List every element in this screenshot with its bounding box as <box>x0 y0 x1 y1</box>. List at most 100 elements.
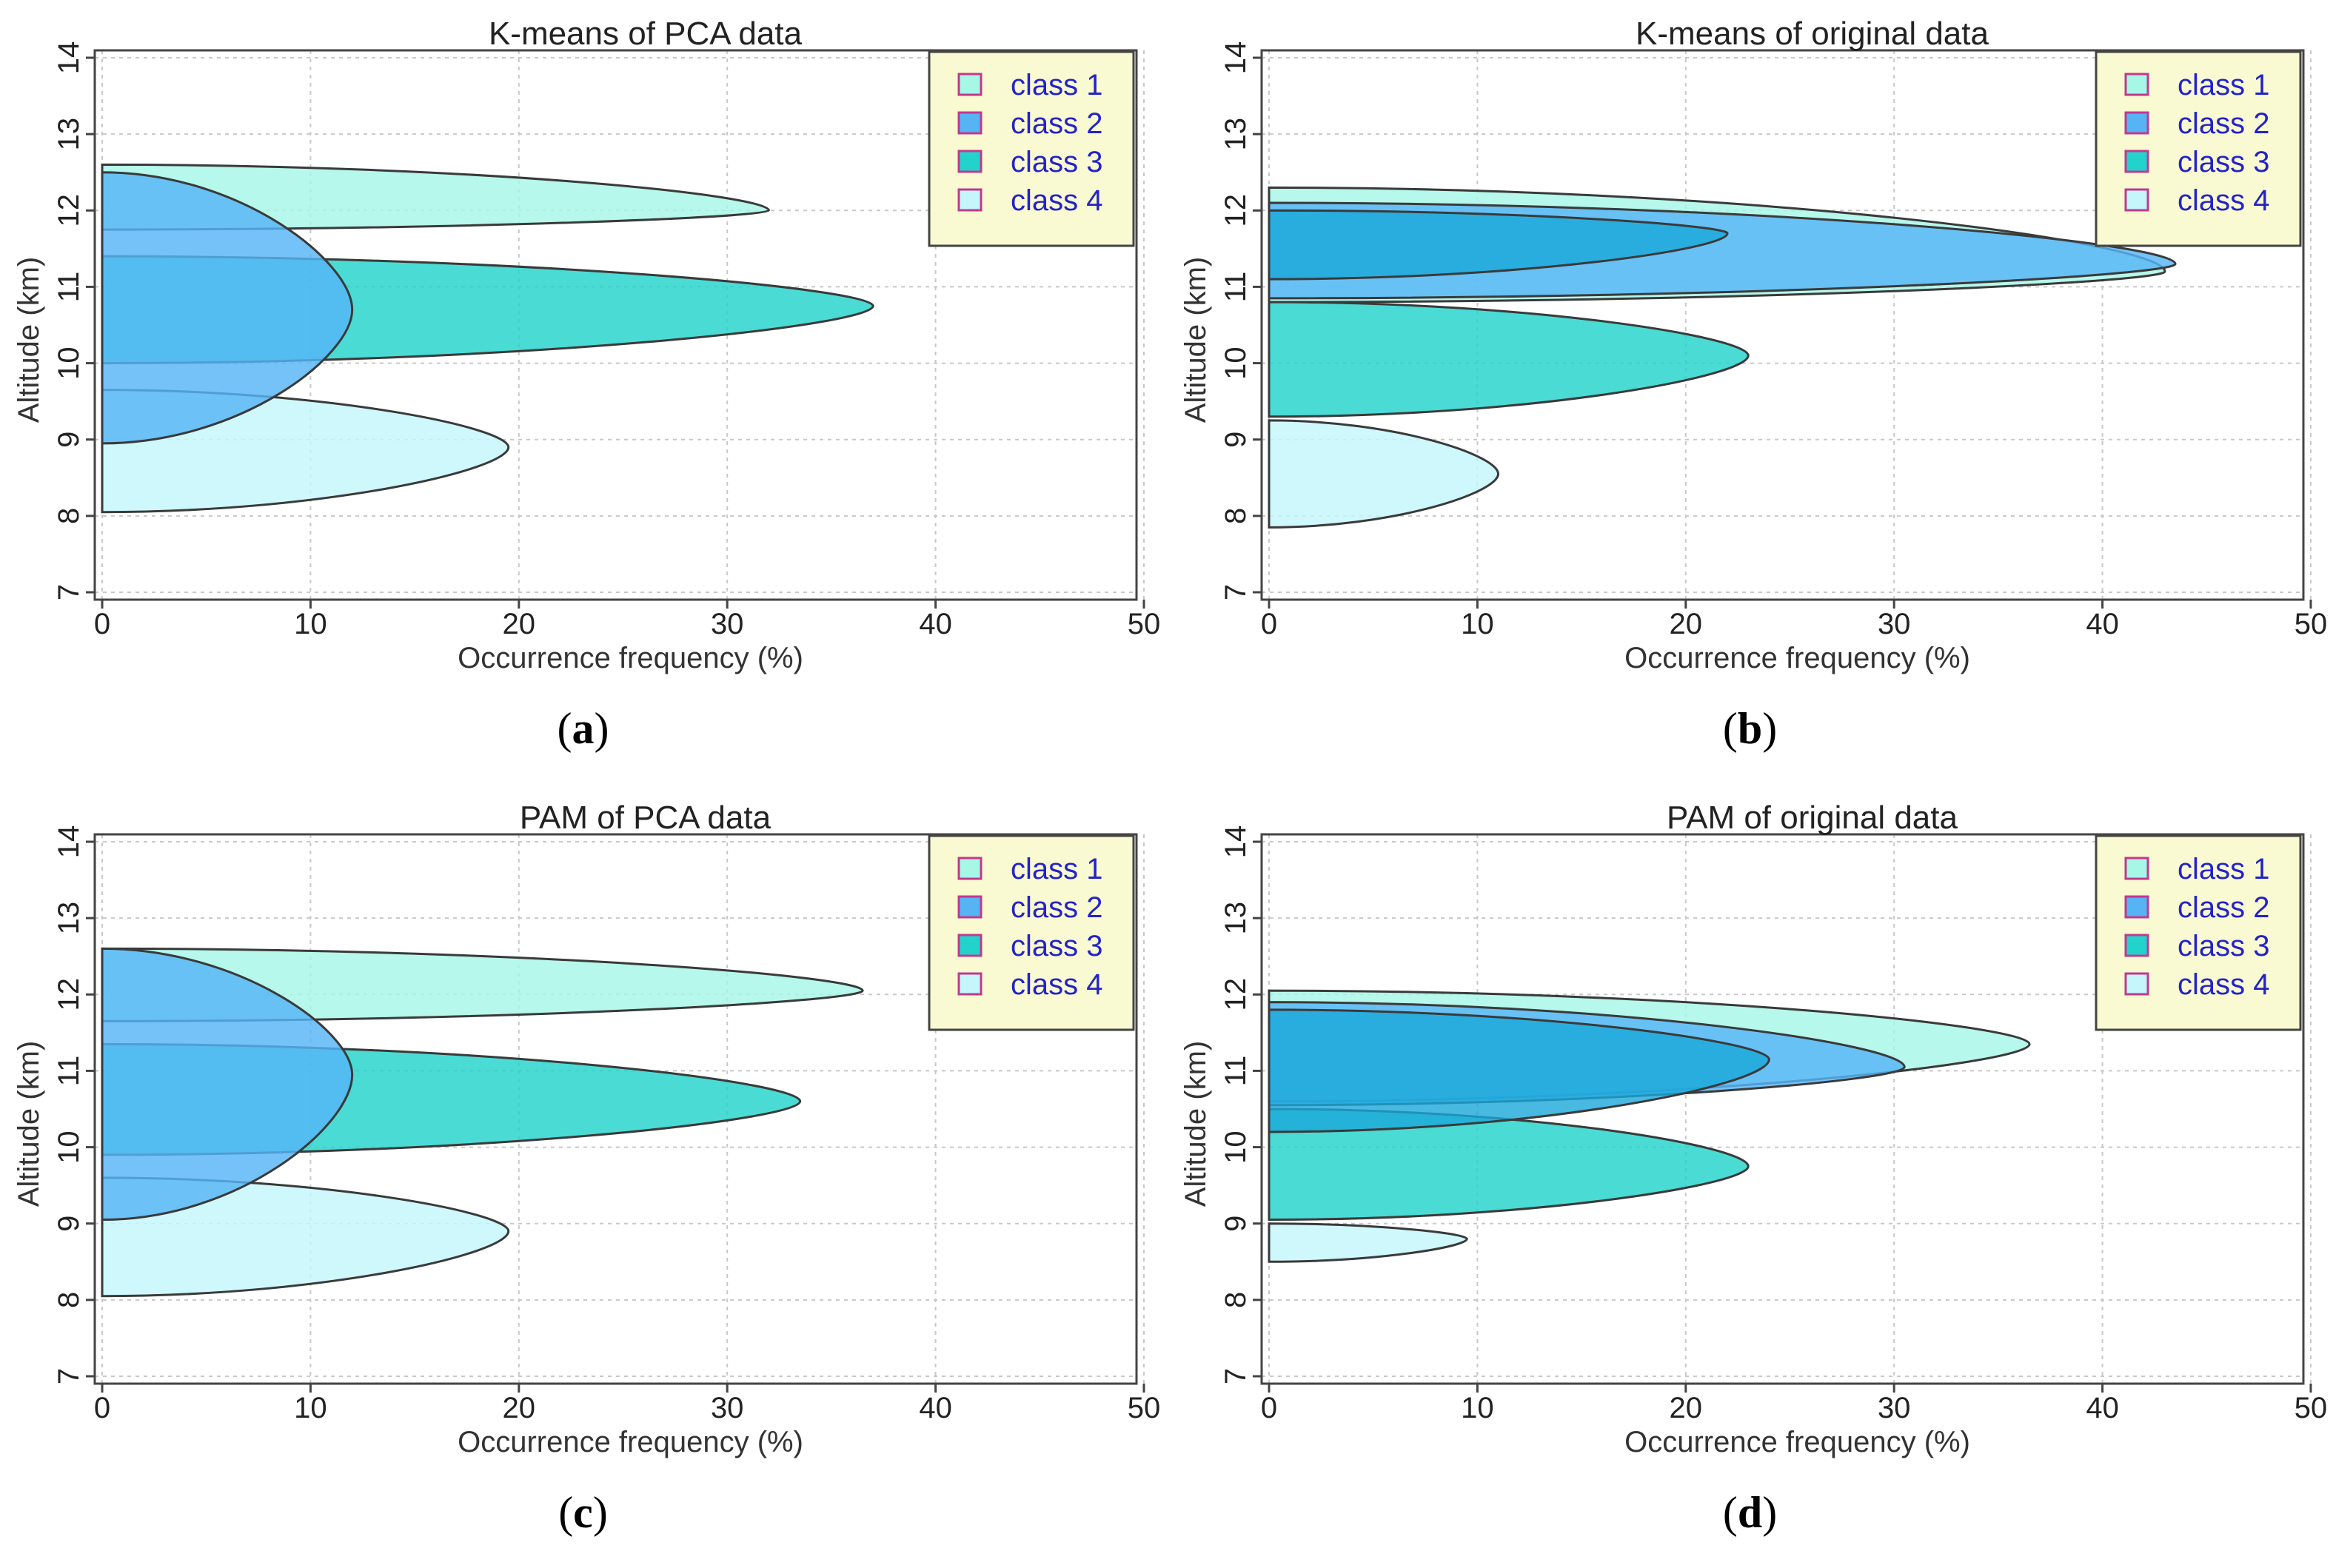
series-class-4-lobe <box>1268 1222 1468 1263</box>
series-class-2-lobe <box>101 947 354 1222</box>
y-axis-label: Altitude (km) <box>1179 1041 1212 1207</box>
legend-swatch-class-3 <box>2124 934 2149 957</box>
series-class-1-lobe <box>101 163 770 231</box>
y-tick-label: 7 <box>53 1368 85 1384</box>
y-tick-label: 14 <box>53 825 85 859</box>
x-tick-label: 50 <box>2294 608 2328 640</box>
x-tick-label: 20 <box>503 608 536 640</box>
legend-label-class-3: class 3 <box>1011 930 1103 962</box>
x-tick-label: 0 <box>1261 1392 1277 1424</box>
legend-swatch-class-2 <box>957 895 983 919</box>
legend-swatch-class-1 <box>2124 857 2149 880</box>
legend-swatch-class-4 <box>2124 188 2149 212</box>
legend-swatch-class-2 <box>2124 111 2149 135</box>
y-tick-label: 8 <box>1219 1292 1252 1308</box>
y-tick-label: 8 <box>1219 508 1252 524</box>
legend-swatch-class-3 <box>957 934 983 957</box>
legend-label-class-1: class 1 <box>1011 853 1103 885</box>
y-tick-label: 11 <box>1219 1056 1252 1087</box>
legend-label-class-3: class 3 <box>1011 146 1103 178</box>
legend-label-class-3: class 3 <box>2178 146 2270 178</box>
y-tick-label: 10 <box>1219 346 1252 379</box>
legend-label-class-4: class 4 <box>1011 184 1103 217</box>
x-tick-label: 30 <box>711 608 744 640</box>
y-axis-label: Altitude (km) <box>13 257 45 423</box>
x-tick-label: 30 <box>1878 608 1911 640</box>
legend: class 1 class 2 class 3 class 4 <box>928 50 1135 247</box>
x-tick-label: 50 <box>1128 608 1161 640</box>
x-tick-label: 40 <box>2086 608 2119 640</box>
chart-svg-d: 0 10 20 30 40 50 7 8 9 10 11 12 13 14 PAM of original … <box>1179 800 2327 1458</box>
panel-a: 0 10 20 30 40 50 7 8 9 10 11 12 13 14 K-means of PCA d… <box>0 0 1166 784</box>
legend-label-class-1: class 1 <box>2178 853 2270 885</box>
legend-label-class-1: class 1 <box>2178 69 2270 101</box>
legend-swatch-class-1 <box>957 73 983 96</box>
x-tick-label: 20 <box>1670 1392 1703 1424</box>
x-tick-label: 30 <box>1878 1392 1911 1424</box>
legend-swatch-class-4 <box>957 972 983 996</box>
panel-caption-d: (d) <box>1722 1488 1778 1537</box>
series-group <box>101 947 864 1298</box>
legend-label-class-1: class 1 <box>1011 69 1103 101</box>
legend-label-class-2: class 2 <box>2178 107 2270 140</box>
y-tick-label: 14 <box>1219 825 1252 859</box>
series-overlay-lobe <box>1268 209 1729 281</box>
y-tick-label: 9 <box>53 1216 85 1232</box>
series-class-4-lobe <box>101 1176 510 1298</box>
legend-swatch-class-4 <box>957 188 983 212</box>
y-tick-label: 10 <box>1219 1130 1252 1164</box>
panel-b: 0 10 20 30 40 50 7 8 9 10 11 12 13 14 K-means of origi… <box>1167 0 2333 784</box>
legend-swatch-class-4 <box>2124 972 2149 996</box>
y-tick-label: 8 <box>53 1292 85 1308</box>
y-tick-label: 10 <box>53 346 85 379</box>
y-tick-label: 9 <box>1219 1216 1252 1232</box>
x-axis-label: Occurrence frequency (%) <box>1624 642 1970 674</box>
legend-label-class-2: class 2 <box>2178 891 2270 924</box>
plot-frame <box>1260 49 2305 601</box>
x-tick-label: 0 <box>1261 608 1277 640</box>
chart-svg-b: 0 10 20 30 40 50 7 8 9 10 11 12 13 14 K-means of origi… <box>1179 16 2328 674</box>
y-tick-label: 11 <box>53 272 85 303</box>
legend: class 1 class 2 class 3 class 4 <box>2095 834 2302 1031</box>
series-class-4-lobe <box>1268 419 1500 529</box>
y-tick-label: 13 <box>1219 118 1252 151</box>
x-tick-label: 10 <box>1461 608 1494 640</box>
series-overlay-lobe <box>1268 1008 1770 1133</box>
y-tick-label: 11 <box>1219 272 1252 303</box>
panel-caption-c: (c) <box>558 1488 608 1537</box>
legend-swatch-class-1 <box>957 857 983 880</box>
panel-c: 0 10 20 30 40 50 7 8 9 10 11 12 13 14 PAM of PCA data O… <box>0 784 1166 1568</box>
x-tick-label: 40 <box>2086 1392 2119 1424</box>
x-tick-label: 10 <box>294 608 327 640</box>
legend-label-class-4: class 4 <box>2178 184 2270 217</box>
y-tick-label: 11 <box>53 1056 85 1087</box>
y-tick-label: 12 <box>1219 194 1252 227</box>
legend-swatch-class-3 <box>2124 150 2149 173</box>
x-tick-label: 30 <box>711 1392 744 1424</box>
y-tick-label: 12 <box>53 194 85 227</box>
legend-swatch-class-2 <box>957 111 983 135</box>
y-tick-label: 9 <box>53 432 85 448</box>
panel-d: 0 10 20 30 40 50 7 8 9 10 11 12 13 14 PAM of original … <box>1167 784 2333 1568</box>
legend-label-class-4: class 4 <box>2178 968 2270 1001</box>
y-tick-label: 7 <box>53 584 85 600</box>
y-tick-label: 13 <box>53 118 85 151</box>
x-tick-label: 20 <box>503 1392 536 1424</box>
legend: class 1 class 2 class 3 class 4 <box>2095 50 2302 247</box>
series-class-3-lobe <box>1268 301 1750 418</box>
series-class-2-lobe <box>101 171 354 445</box>
chart-title: PAM of PCA data <box>520 800 771 836</box>
x-tick-label: 0 <box>94 608 110 640</box>
series-group <box>1268 186 2177 529</box>
y-axis-label: Altitude (km) <box>1179 257 1212 423</box>
series-group <box>1268 989 2031 1263</box>
y-tick-label: 9 <box>1219 432 1252 448</box>
y-axis-label: Altitude (km) <box>13 1041 45 1207</box>
legend-label-class-3: class 3 <box>2178 930 2270 962</box>
legend: class 1 class 2 class 3 class 4 <box>928 834 1135 1031</box>
x-tick-label: 50 <box>1128 1392 1161 1424</box>
panel-caption-a: (a) <box>557 704 609 753</box>
x-tick-label: 10 <box>1461 1392 1494 1424</box>
y-tick-label: 14 <box>53 41 85 75</box>
plot-frame <box>93 49 1138 601</box>
